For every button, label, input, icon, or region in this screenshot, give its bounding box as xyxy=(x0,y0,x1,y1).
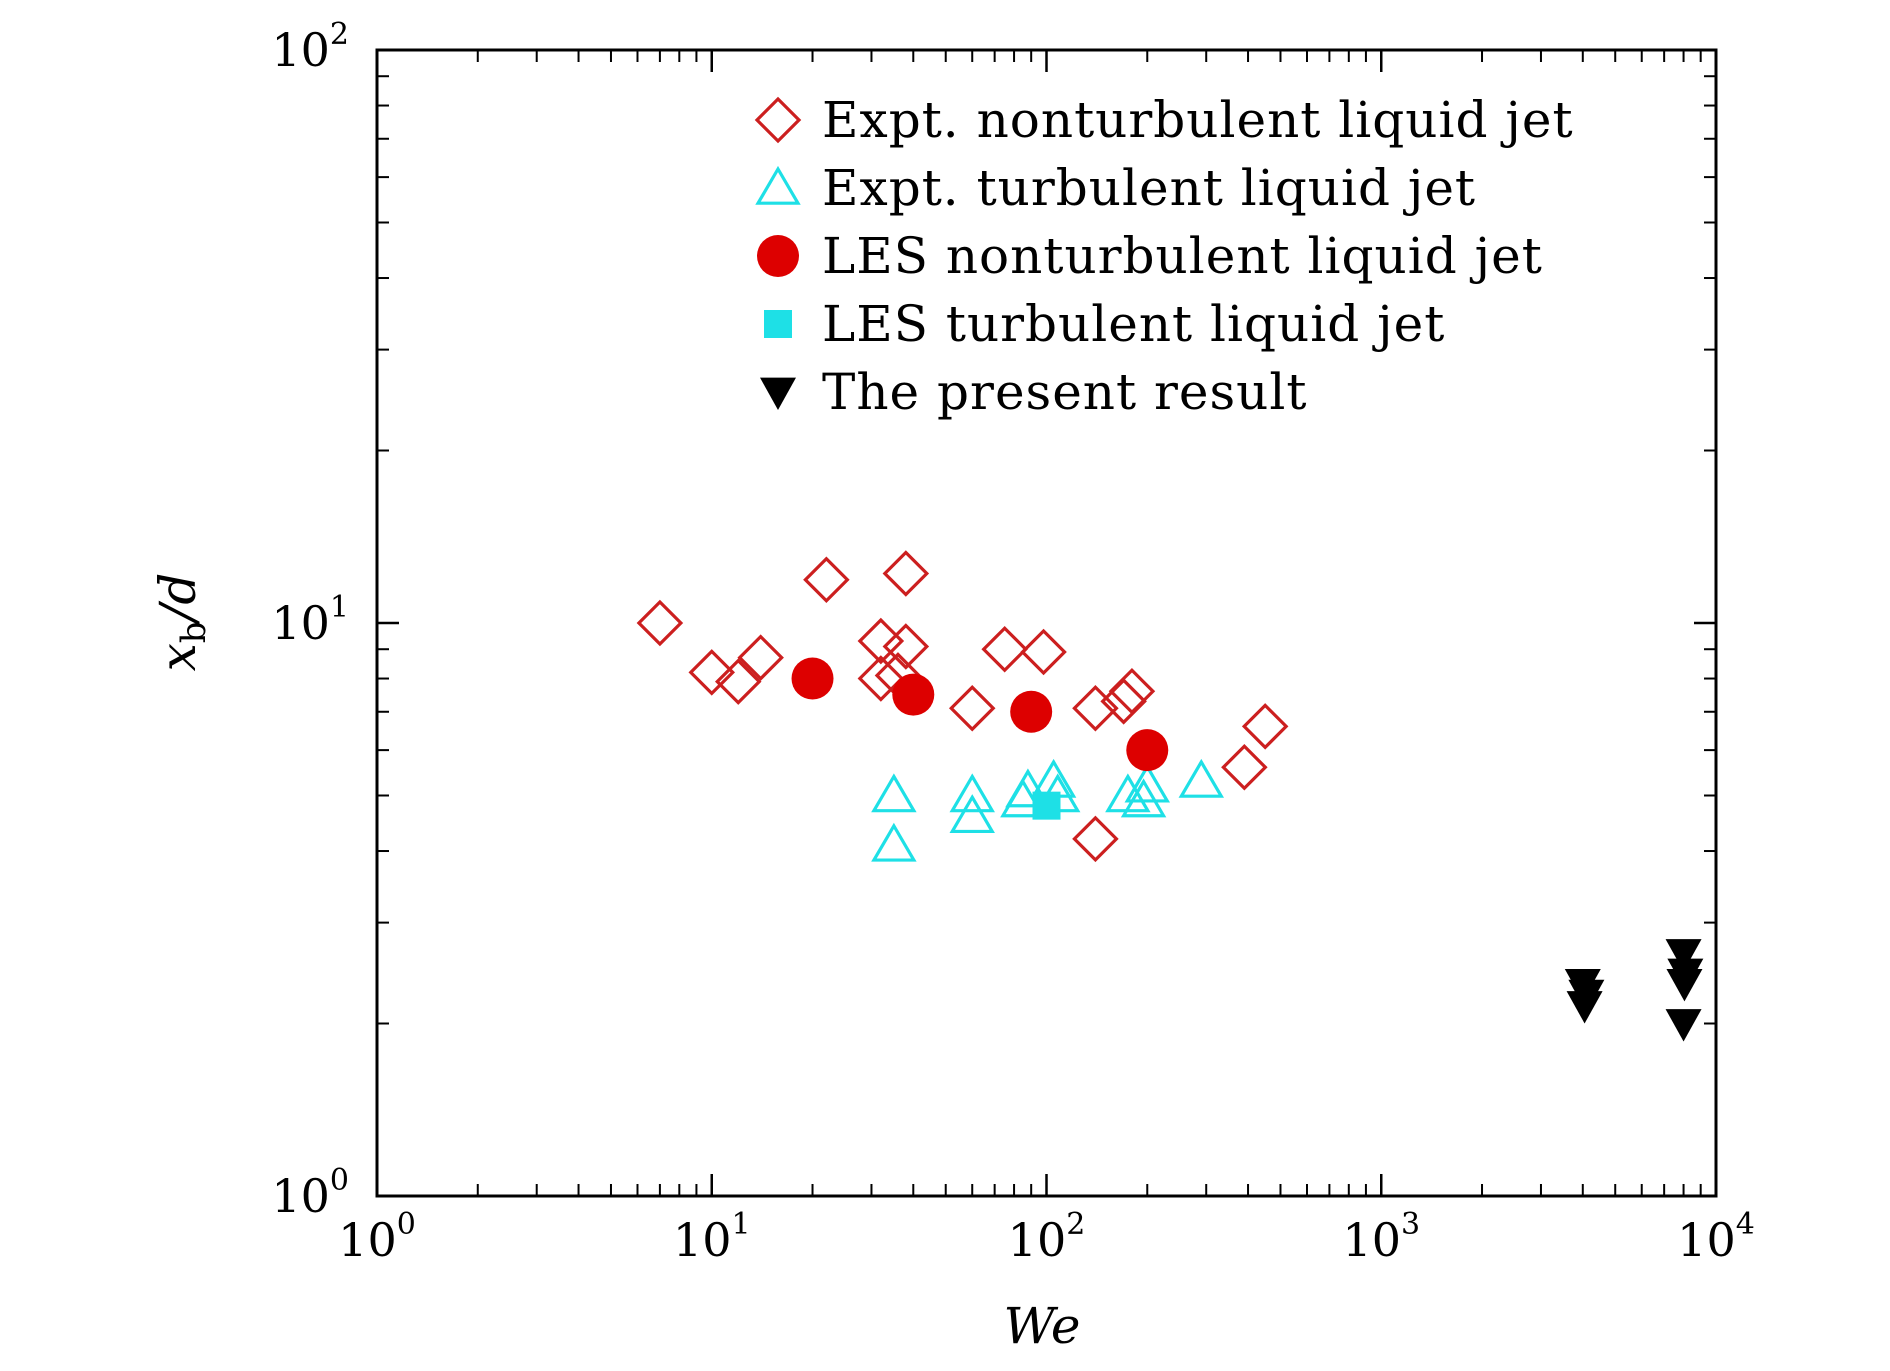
data-point xyxy=(1108,668,1156,715)
data-point xyxy=(1010,690,1053,733)
legend-marker xyxy=(755,165,801,205)
data-point xyxy=(1178,758,1225,798)
y-axis-title-main: x xyxy=(149,643,207,671)
data-point xyxy=(803,556,850,603)
legend-label: Expt. turbulent liquid jet xyxy=(822,159,1476,217)
data-point xyxy=(981,625,1028,673)
data-point xyxy=(1665,939,1702,972)
data-point xyxy=(688,649,736,696)
data-point xyxy=(714,658,762,705)
data-point xyxy=(871,773,917,813)
data-point xyxy=(1241,703,1289,750)
data-point xyxy=(1666,968,1703,1002)
series-4 xyxy=(1564,939,1704,1042)
x-tick-label: 101 xyxy=(673,1207,751,1267)
data-point xyxy=(1072,815,1119,863)
data-point xyxy=(1032,791,1061,820)
x-tick-label: 104 xyxy=(1677,1207,1755,1267)
data-point xyxy=(949,794,995,834)
data-point xyxy=(1665,1009,1702,1042)
legend-marker xyxy=(764,310,792,338)
legend-label: LES turbulent liquid jet xyxy=(822,295,1445,353)
legend-label: Expt. nonturbulent liquid jet xyxy=(822,91,1574,149)
x-tick-label: 103 xyxy=(1342,1207,1420,1267)
data-point xyxy=(737,634,784,681)
data-point xyxy=(636,599,684,647)
x-tick-label: 102 xyxy=(1008,1207,1086,1267)
y-tick-label: 100 xyxy=(271,1163,349,1223)
plot-frame xyxy=(375,48,1718,1198)
legend-label: The present result xyxy=(822,363,1307,421)
data-point xyxy=(948,684,996,732)
x-axis-title: We xyxy=(1004,1297,1081,1355)
data-point xyxy=(882,623,930,670)
data-point xyxy=(871,822,917,862)
data-point xyxy=(857,655,905,702)
legend-marker xyxy=(754,96,802,144)
x-tick-label: 100 xyxy=(338,1207,416,1267)
data-point xyxy=(1566,991,1603,1024)
y-axis-title-rest: /d xyxy=(149,573,207,626)
y-tick-label: 101 xyxy=(271,590,349,650)
data-point xyxy=(882,550,930,597)
data-point xyxy=(949,773,995,813)
axis-titles: We xb/d xyxy=(149,573,1080,1355)
data-point xyxy=(1100,678,1147,725)
axes-group: 100 101 102 103 104 100 101 102 xyxy=(271,17,1754,1267)
data-point xyxy=(1120,778,1167,818)
legend-label: LES nonturbulent liquid jet xyxy=(822,227,1543,285)
legend-marker xyxy=(760,377,796,410)
series-2 xyxy=(791,657,1169,772)
data-point xyxy=(1020,628,1067,676)
data-point xyxy=(1126,729,1169,772)
series-0 xyxy=(636,550,1289,863)
data-point xyxy=(1124,763,1171,803)
y-tick-label: 102 xyxy=(271,17,349,77)
data-marks xyxy=(636,550,1704,1042)
data-point xyxy=(1221,744,1268,791)
data-point xyxy=(892,673,935,716)
y-axis-title-sub: b xyxy=(174,621,214,643)
legend-marker xyxy=(757,235,799,277)
legend: Expt. nonturbulent liquid jet Expt. turbu… xyxy=(754,91,1574,421)
y-axis-title: xb/d xyxy=(149,573,214,672)
series-3 xyxy=(1032,791,1061,820)
data-point xyxy=(791,657,834,700)
data-point xyxy=(1072,684,1119,732)
data-point xyxy=(857,617,905,665)
